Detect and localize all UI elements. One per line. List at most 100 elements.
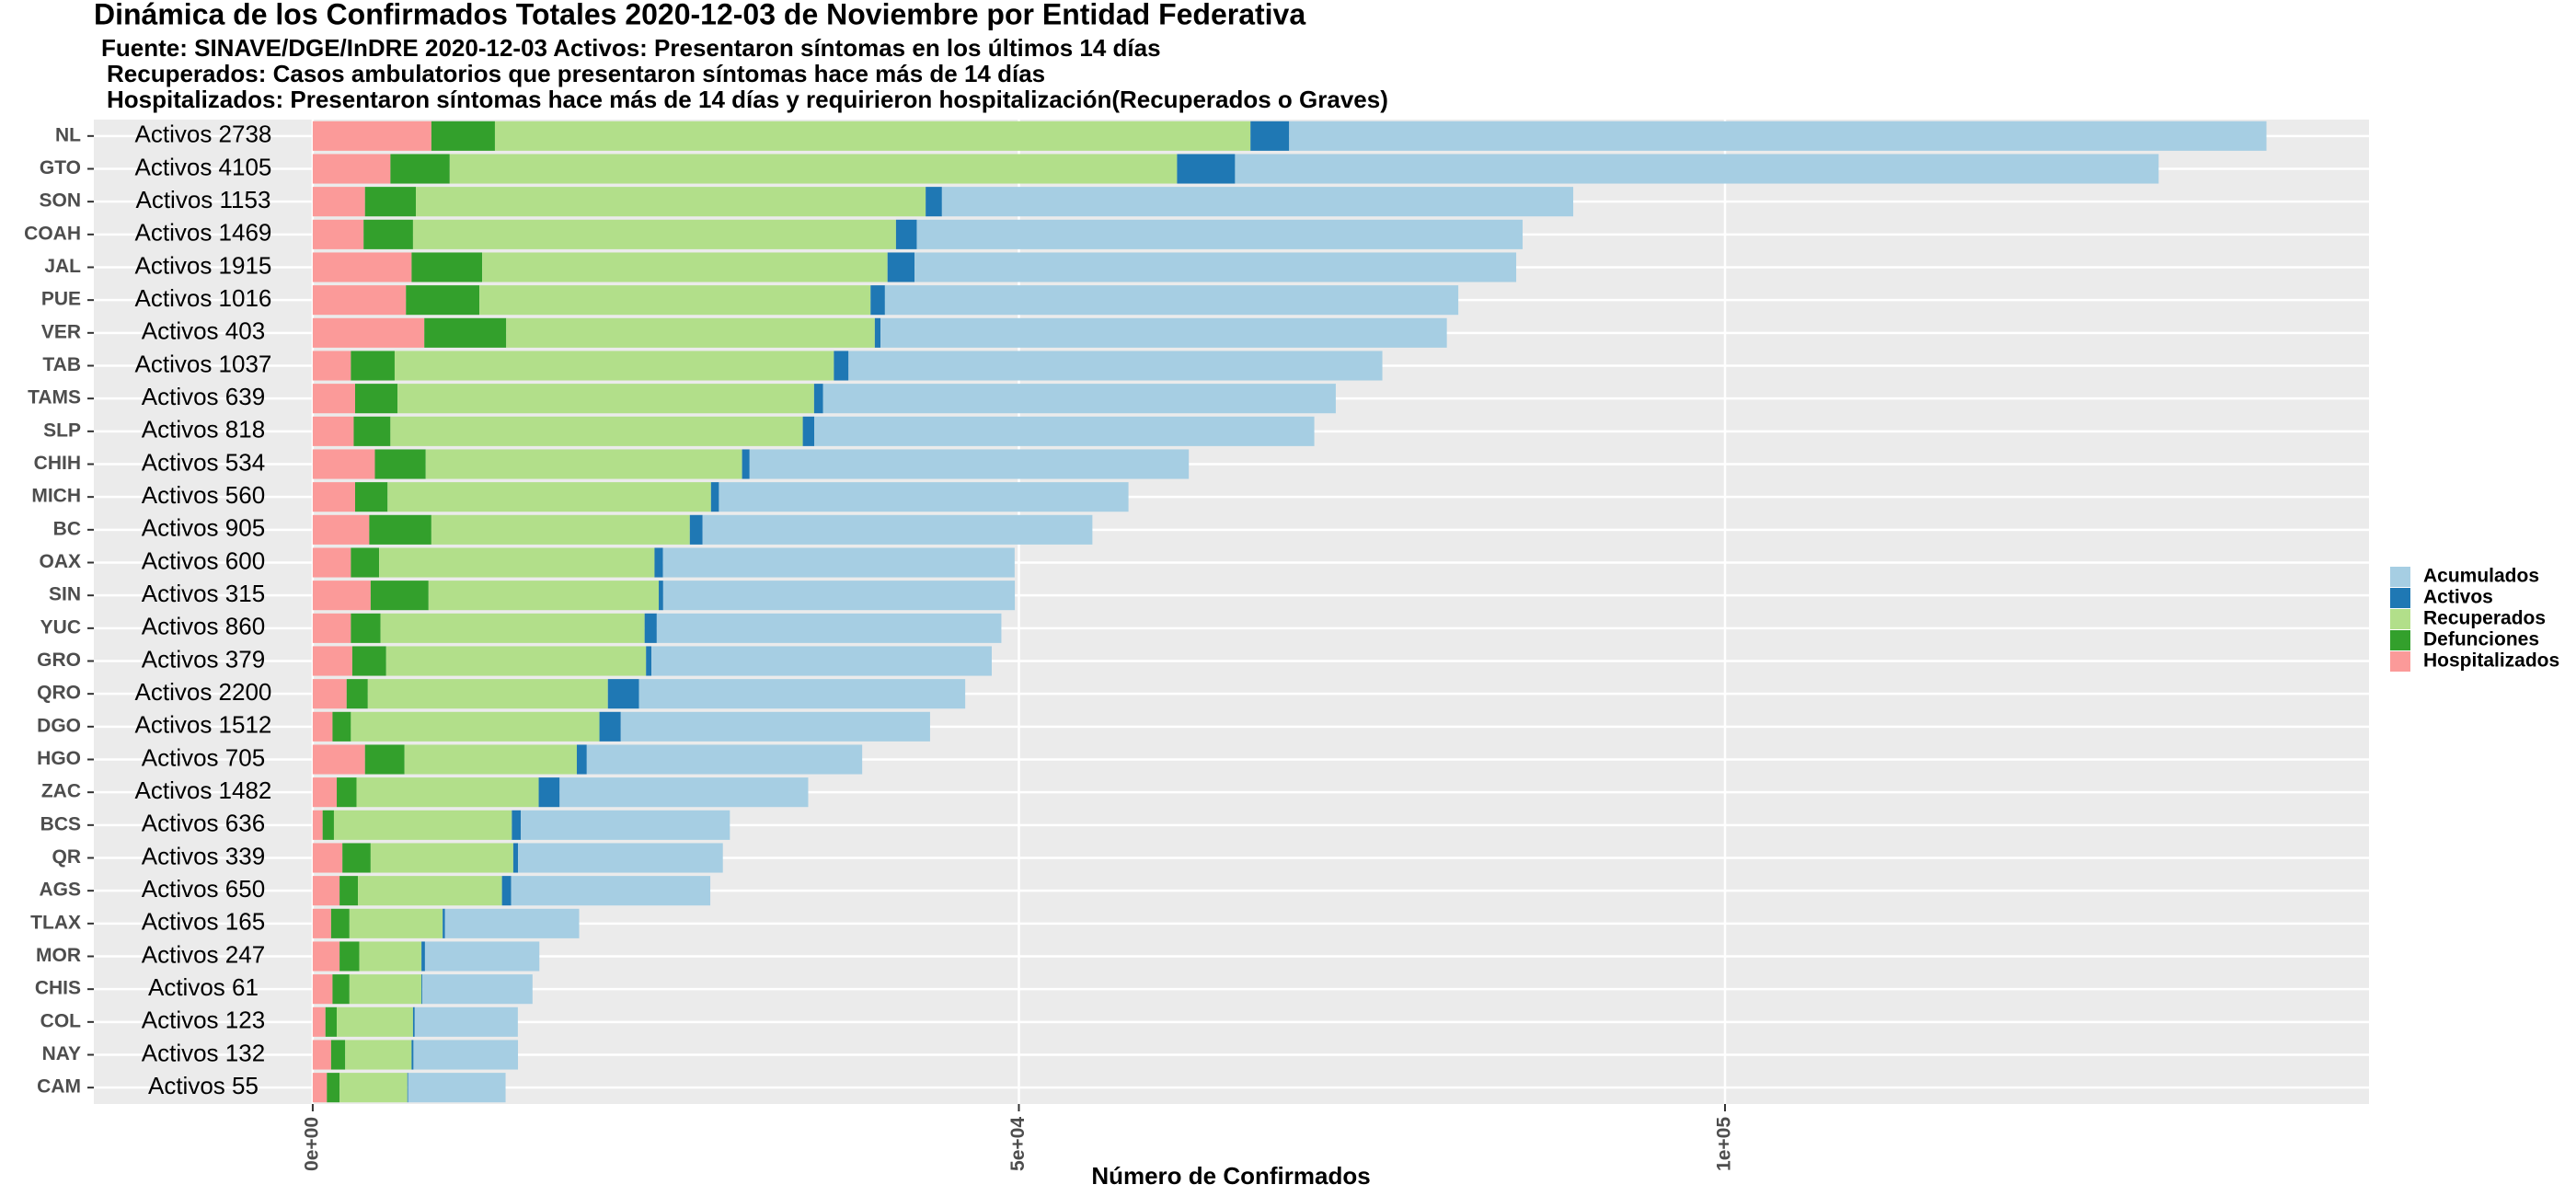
bar-segment (339, 1073, 408, 1103)
bar-segment (428, 581, 660, 611)
bar-segment (834, 351, 849, 381)
bar-segment (425, 449, 742, 479)
bar-segment (914, 252, 1517, 282)
bar-segment (349, 908, 443, 938)
bar-segment (339, 941, 360, 972)
y-tick-label: NAY (42, 1043, 81, 1064)
value-label: Activos 1016 (135, 284, 272, 312)
bar-segment (397, 384, 814, 414)
bar-segment (330, 908, 350, 938)
bar-segment (586, 744, 863, 775)
legend-swatch (2390, 609, 2410, 629)
bar-segment (312, 908, 331, 938)
bar-segment (312, 219, 364, 249)
bar-segment (620, 711, 930, 742)
bar-segment (646, 646, 652, 676)
bar-segment (330, 1040, 346, 1070)
bar-segment (370, 581, 429, 611)
bar-segment (941, 187, 1574, 217)
bar-segment (312, 384, 355, 414)
value-label: Activos 247 (142, 940, 265, 968)
bar-segment (312, 514, 370, 545)
value-label: Activos 600 (142, 546, 265, 574)
bar-segment (406, 285, 480, 316)
value-label: Activos 560 (142, 481, 265, 509)
bar-segment (521, 810, 730, 840)
bar-segment (404, 744, 577, 775)
bar-segment (379, 547, 655, 578)
bar-segment (689, 514, 703, 545)
bar-segment (363, 219, 413, 249)
bar-segment (870, 285, 885, 316)
bar-segment (916, 219, 1524, 249)
legend-swatch (2390, 567, 2410, 587)
bar-segment (444, 908, 580, 938)
bar-segment (380, 613, 645, 643)
bar-segment (353, 416, 391, 446)
bar-segment (312, 843, 343, 873)
bar-segment (327, 1073, 340, 1103)
bar-segment (364, 744, 405, 775)
value-label: Activos 2200 (135, 678, 272, 706)
bar-segment (654, 547, 663, 578)
bar-segment (312, 416, 354, 446)
value-label: Activos 639 (142, 383, 265, 410)
bar-segment (312, 482, 355, 512)
bar-segment (559, 777, 809, 808)
bar-segment (501, 876, 512, 906)
bar-segment (482, 252, 888, 282)
bar-segment (412, 219, 896, 249)
y-tick-label: QRO (37, 683, 81, 704)
bar-segment (390, 416, 803, 446)
bar-segment (494, 121, 1251, 151)
bar-segment (742, 449, 750, 479)
bar-segment (431, 121, 495, 151)
bar-segment (322, 810, 334, 840)
bar-segment (431, 514, 690, 545)
y-tick-label: JAL (44, 256, 81, 277)
bar-segment (607, 679, 639, 709)
bar-segment (312, 351, 351, 381)
value-label: Activos 315 (142, 580, 265, 607)
legend-label: Hospitalizados (2423, 650, 2559, 672)
y-tick-label: HGO (37, 748, 81, 769)
y-tick-label: BC (53, 518, 81, 539)
bar-segment (312, 777, 338, 808)
subtitle: Fuente: SINAVE/DGE/InDRE 2020-12-03 Acti… (101, 34, 1161, 62)
value-label: Activos 1915 (135, 251, 272, 279)
bar-segment (333, 810, 512, 840)
bar-segment (411, 1040, 414, 1070)
bar-segment (880, 317, 1447, 348)
y-tick-label: SON (39, 190, 81, 212)
bar-segment (651, 646, 992, 676)
bar-segment (422, 974, 533, 1005)
bar-segment (411, 252, 483, 282)
value-label: Activos 1037 (135, 350, 272, 377)
bar-segment (312, 711, 333, 742)
y-tick-label: AGS (39, 880, 81, 901)
bar-segment (312, 941, 340, 972)
y-tick-label: VER (41, 321, 81, 342)
chart-title: Dinámica de los Confirmados Totales 2020… (94, 0, 1305, 30)
y-tick-label: CAM (37, 1076, 81, 1098)
value-label: Activos 1482 (135, 776, 272, 804)
bar-segment (312, 810, 323, 840)
bar-segment (506, 317, 875, 348)
bar-segment (312, 1073, 328, 1103)
bar-segment (710, 482, 719, 512)
value-label: Activos 905 (142, 514, 265, 542)
bar-segment (332, 974, 350, 1005)
bar-segment (312, 317, 425, 348)
y-tick-label: GTO (40, 157, 81, 178)
bar-segment (479, 285, 871, 316)
bar-segment (312, 876, 340, 906)
y-tick-label: OAX (39, 551, 81, 572)
bar-segment (1235, 154, 2159, 184)
y-tick-label: ZAC (41, 781, 81, 802)
bar-segment (656, 613, 1002, 643)
bar-segment (339, 876, 359, 906)
legend-label: Recuperados (2423, 608, 2546, 629)
bar-segment (312, 285, 407, 316)
